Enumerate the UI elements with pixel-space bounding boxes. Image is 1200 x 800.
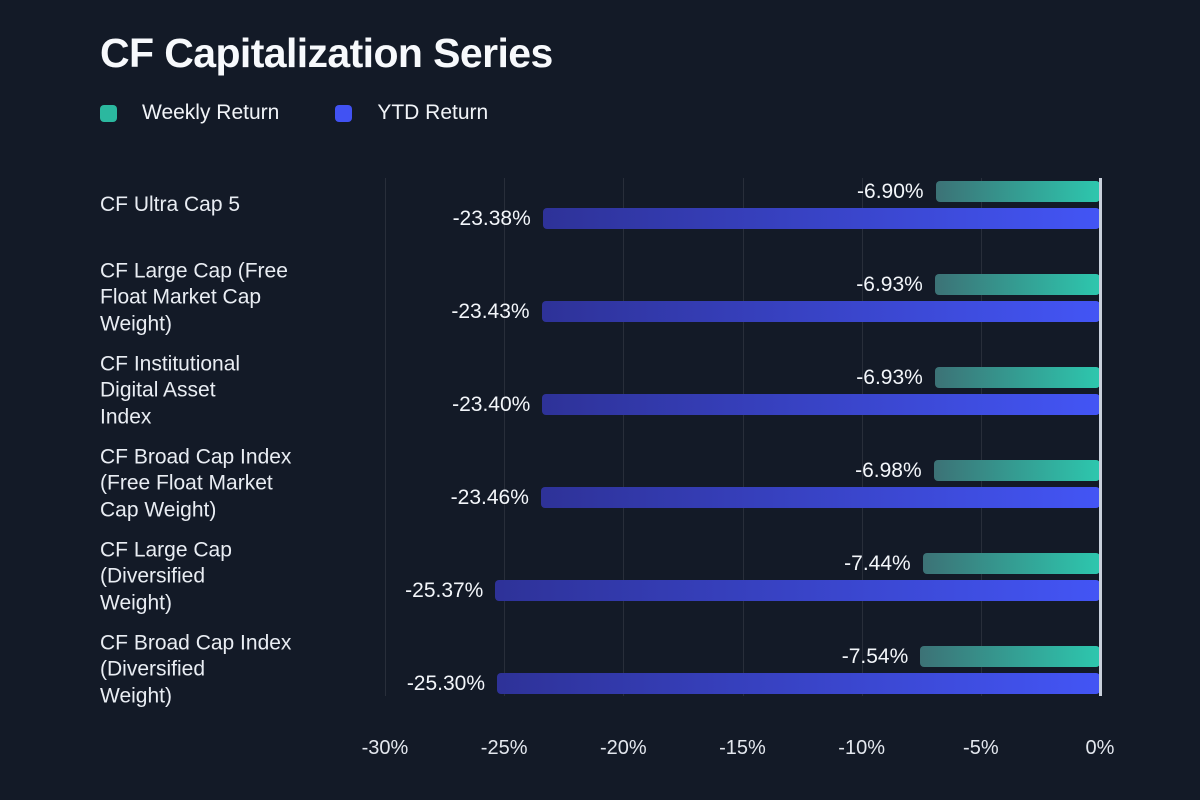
x-tick-label: -30% [361,737,409,759]
gridline [980,178,982,696]
chart-title: CF Capitalization Series [100,30,553,76]
ytd-return-value-label: -23.38% [452,206,531,230]
ytd-return-swatch-icon [335,104,353,122]
gridline [742,178,744,696]
x-tick-label: -5% [963,737,999,759]
weekly-return-bar [922,553,1100,574]
legend-item-ytd-return: YTD Return [335,101,488,125]
zero-axis-line [1099,178,1102,696]
category-label: CF Institutional Digital Asset Index [100,352,241,429]
gridline [504,178,506,696]
category-label: CF Large Cap (Free Float Market Cap Weig… [100,259,288,336]
x-tick-label: 0% [1085,737,1115,759]
weekly-return-bar [934,367,1100,388]
x-tick-label: -20% [599,737,647,759]
ytd-return-value-label: -23.40% [452,392,531,416]
weekly-return-bar [935,181,1100,202]
weekly-return-bar [920,646,1100,667]
weekly-return-bar [933,460,1100,481]
weekly-return-bar [934,274,1100,295]
weekly-return-value-label: -6.98% [855,458,922,482]
ytd-return-value-label: -23.43% [451,299,530,323]
weekly-return-value-label: -7.54% [841,644,909,668]
ytd-return-bar [541,301,1100,322]
weekly-return-swatch-icon [100,104,117,122]
ytd-return-bar [497,673,1100,694]
gridline [385,178,386,696]
ytd-return-value-label: -23.46% [450,485,529,509]
legend-label: Weekly Return [142,101,280,124]
x-tick-label: -25% [480,737,528,759]
gridline [861,178,863,696]
legend: Weekly Return YTD Return [100,101,488,125]
category-label: CF Large Cap (Diversified Weight) [100,538,232,615]
weekly-return-value-label: -7.44% [844,551,911,575]
category-label: CF Ultra Cap 5 [100,192,241,216]
gridline [623,178,625,696]
ytd-return-bar [540,487,1100,508]
weekly-return-value-label: -6.93% [856,272,923,296]
ytd-return-bar [542,208,1100,229]
weekly-return-value-label: -6.90% [857,179,924,203]
ytd-return-bar [542,394,1100,415]
legend-item-weekly-return: Weekly Return [100,101,279,125]
ytd-return-value-label: -25.30% [406,671,486,695]
plot-area: -6.90% -23.38% -6.93% -23.43% -6.93% -23.40% -… [385,178,1102,696]
weekly-return-value-label: -6.93% [856,365,923,389]
category-label: CF Broad Cap Index (Diversified Weight) [100,631,292,708]
ytd-return-bar [495,580,1100,601]
category-label: CF Broad Cap Index (Free Float Market Ca… [100,445,292,522]
x-tick-label: -10% [838,737,886,759]
ytd-return-value-label: -25.37% [405,578,484,602]
x-tick-label: -15% [719,737,766,759]
legend-label: YTD Return [377,101,489,124]
